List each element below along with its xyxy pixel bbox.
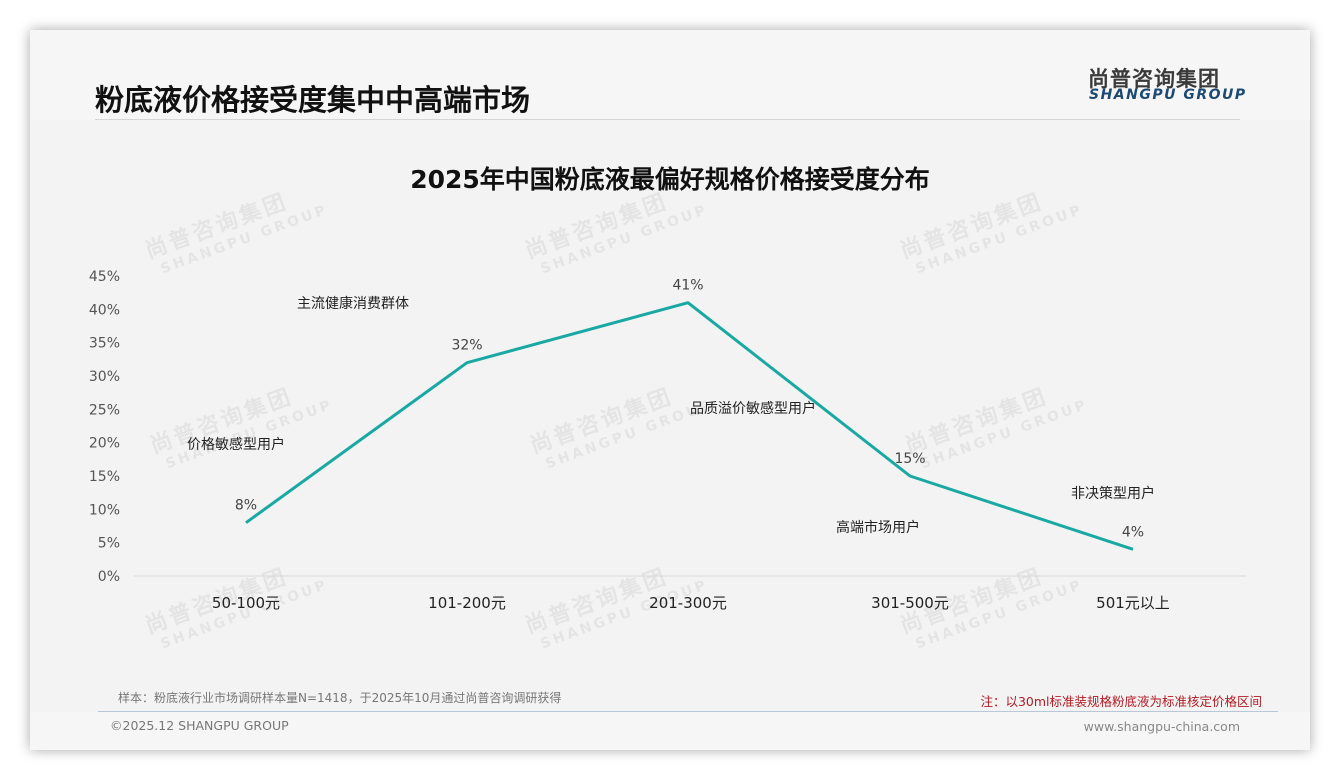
y-tick-label: 5% xyxy=(98,536,120,552)
logo-chinese: 尚普咨询集团 xyxy=(1088,67,1220,91)
sample-note: 样本：粉底液行业市场调研样本量N=1418，于2025年10月通过尚普咨询调研获… xyxy=(118,691,562,705)
page-title: 粉底液价格接受度集中中高端市场 xyxy=(95,83,531,117)
data-label: 32% xyxy=(451,338,482,354)
segment-annotation-price-sensitive: 价格敏感型用户 xyxy=(187,437,285,453)
series-line xyxy=(245,301,1134,551)
copyright: ©2025.12 SHANGPU GROUP xyxy=(110,718,289,733)
y-tick-label: 40% xyxy=(89,302,120,318)
y-tick-label: 45% xyxy=(89,269,120,285)
x-tick-label: 50-100元 xyxy=(212,594,280,612)
header-band xyxy=(30,30,1310,120)
data-label: 8% xyxy=(235,498,257,514)
data-label: 41% xyxy=(672,278,703,294)
title-divider xyxy=(95,119,1240,120)
x-tick-label: 301-500元 xyxy=(871,594,949,612)
y-tick-label: 35% xyxy=(89,336,120,352)
y-tick-label: 10% xyxy=(89,502,120,518)
segment-annotation-high-end: 高端市场用户 xyxy=(836,520,920,536)
slide: 粉底液价格接受度集中中高端市场 尚普咨询集团 SHANGPU GROUP 尚普咨… xyxy=(30,30,1310,750)
y-tick-label: 30% xyxy=(89,369,120,385)
line-chart: 0% 5% 10% 15% 20% 25% 30% 35% 40% 45% 8% 32% 41% 15%… xyxy=(89,269,1246,612)
logo-english: SHANGPU GROUP xyxy=(1089,87,1247,103)
segment-annotation-non-decision: 非决策型用户 xyxy=(1071,486,1155,502)
y-tick-label: 0% xyxy=(98,569,120,585)
price-note: 注：以30ml标准装规格粉底液为标准核定价格区间 xyxy=(980,694,1262,709)
footer-band xyxy=(30,712,1310,750)
x-tick-label: 201-300元 xyxy=(649,594,727,612)
x-tick-label: 101-200元 xyxy=(428,594,506,612)
y-tick-label: 15% xyxy=(89,469,120,485)
data-label: 15% xyxy=(894,451,925,467)
x-axis-ticks: 50-100元 101-200元 201-300元 301-500元 501元以上 xyxy=(212,594,1170,612)
y-axis-ticks: 0% 5% 10% 15% 20% 25% 30% 35% 40% 45% xyxy=(89,269,120,585)
footer-divider xyxy=(98,711,1278,712)
y-tick-label: 25% xyxy=(89,402,120,418)
segment-annotation-mainstream: 主流健康消费群体 xyxy=(297,296,409,312)
data-label: 4% xyxy=(1122,524,1144,540)
website-link[interactable]: www.shangpu-china.com xyxy=(1083,719,1240,734)
y-tick-label: 20% xyxy=(89,436,120,452)
data-labels: 8% 32% 41% 15% 4% xyxy=(235,278,1144,541)
segment-annotation-quality-premium: 品质溢价敏感型用户 xyxy=(690,401,816,417)
x-tick-label: 501元以上 xyxy=(1096,594,1170,612)
chart-title: 2025年中国粉底液最偏好规格价格接受度分布 xyxy=(410,165,930,194)
